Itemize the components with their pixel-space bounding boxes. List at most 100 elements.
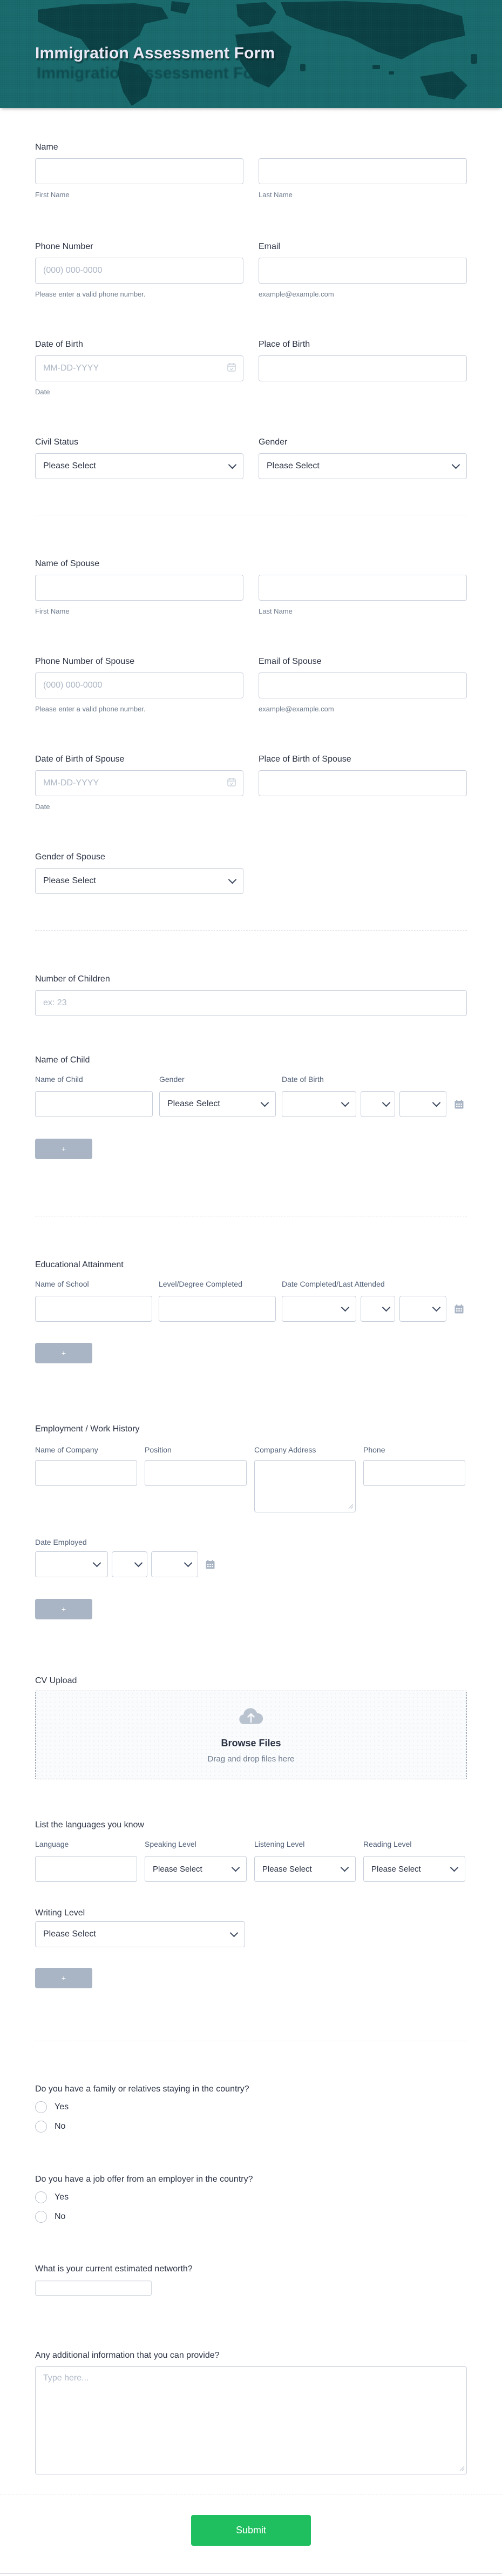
file-dropzone[interactable]: Browse Files Drag and drop files here xyxy=(35,1691,467,1779)
calendar-check-icon[interactable] xyxy=(226,362,237,375)
job-no-radio[interactable] xyxy=(35,2211,47,2223)
phone-input[interactable] xyxy=(35,258,243,284)
company-phone-input[interactable] xyxy=(363,1460,465,1486)
civil-status-value: Please Select xyxy=(43,461,96,470)
add-education-button[interactable]: + xyxy=(35,1343,92,1363)
spouse-first-name-input[interactable] xyxy=(35,575,243,601)
spouse-email-hint: example@example.com xyxy=(259,705,334,713)
header-title-ghost: Immigration Assessment Form xyxy=(37,64,274,82)
spouse-pob-input[interactable] xyxy=(259,770,467,796)
child-name-input[interactable] xyxy=(35,1091,153,1117)
family-no-radio[interactable] xyxy=(35,2121,47,2133)
submit-button[interactable]: Submit xyxy=(191,2515,311,2546)
drag-drop-label: Drag and drop files here xyxy=(207,1754,295,1764)
civil-status-label: Civil Status xyxy=(35,438,79,447)
chevron-down-icon xyxy=(260,1098,269,1107)
reading-level-select[interactable]: Please Select xyxy=(363,1856,465,1882)
chevron-down-icon xyxy=(92,1558,101,1568)
dob-input[interactable] xyxy=(35,355,243,381)
chevron-down-icon xyxy=(340,1863,349,1872)
education-date-year-select[interactable] xyxy=(399,1296,446,1322)
child-gender-select[interactable]: Please Select xyxy=(159,1091,276,1117)
spouse-last-name-input[interactable] xyxy=(259,575,467,601)
languages-table-row: Please Select Please Select Please Selec… xyxy=(35,1856,467,1882)
chevron-down-icon xyxy=(382,1098,391,1107)
spouse-phone-input[interactable] xyxy=(35,672,243,698)
question-employment: Employment / Work History Name of Compan… xyxy=(35,1424,467,1619)
chevron-down-icon xyxy=(184,1558,193,1568)
degree-input[interactable] xyxy=(159,1296,276,1322)
calendar-icon[interactable] xyxy=(205,1559,215,1570)
chevron-down-icon xyxy=(231,1863,240,1872)
spouse-phone-label: Phone Number of Spouse xyxy=(35,657,135,666)
add-child-button[interactable]: + xyxy=(35,1139,92,1159)
email-input[interactable] xyxy=(259,258,467,284)
children-count-label: Number of Children xyxy=(35,974,110,984)
listening-level-select[interactable]: Please Select xyxy=(254,1856,356,1882)
company-address-textarea[interactable] xyxy=(254,1460,356,1512)
job-yes-radio[interactable] xyxy=(35,2191,47,2203)
child-dob-month-select[interactable] xyxy=(282,1091,356,1117)
calendar-icon[interactable] xyxy=(454,1099,464,1109)
writing-level-value: Please Select xyxy=(43,1929,96,1939)
column-header: Phone xyxy=(363,1445,385,1454)
calendar-icon[interactable] xyxy=(454,1304,464,1314)
form-body: Name First Name Last Name Phone Number P… xyxy=(35,108,467,2477)
add-employment-button[interactable]: + xyxy=(35,1599,92,1619)
school-name-input[interactable] xyxy=(35,1296,152,1322)
calendar-check-icon[interactable] xyxy=(226,777,237,790)
employment-table-row xyxy=(35,1460,467,1515)
civil-status-select[interactable]: Please Select xyxy=(35,453,243,479)
chevron-down-icon xyxy=(432,1098,441,1107)
education-date-month-select[interactable] xyxy=(282,1296,356,1322)
column-header: Name of Company xyxy=(35,1445,98,1454)
cloud-upload-icon xyxy=(236,1707,266,1730)
additional-info-textarea[interactable] xyxy=(35,2366,467,2474)
gender-select[interactable]: Please Select xyxy=(259,453,467,479)
listening-level-value: Please Select xyxy=(262,1864,312,1874)
spouse-dob-input[interactable] xyxy=(35,770,243,796)
language-input[interactable] xyxy=(35,1856,137,1882)
chevron-down-icon xyxy=(228,460,237,469)
question-additional-info: Any additional information that you can … xyxy=(35,2350,467,2477)
position-input[interactable] xyxy=(145,1460,247,1486)
question-family: Do you have a family or relatives stayin… xyxy=(35,2084,467,2133)
education-date-day-select[interactable] xyxy=(361,1296,395,1322)
first-name-sublabel: First Name xyxy=(35,191,70,199)
question-spouse-gender: Gender of Spouse Please Select xyxy=(35,852,467,894)
question-job-offer: Do you have a job offer from an employer… xyxy=(35,2174,467,2223)
family-yes-radio[interactable] xyxy=(35,2101,47,2113)
phone-label: Phone Number xyxy=(35,242,93,251)
networth-input[interactable] xyxy=(35,2281,152,2296)
add-language-button[interactable]: + xyxy=(35,1968,92,1988)
form-header: Immigration Assessment Form Immigration … xyxy=(0,0,502,108)
date-employed-day-select[interactable] xyxy=(112,1551,147,1577)
speaking-level-value: Please Select xyxy=(153,1864,202,1874)
writing-level-select[interactable]: Please Select xyxy=(35,1921,245,1947)
reading-level-value: Please Select xyxy=(371,1864,421,1874)
chevron-down-icon xyxy=(228,875,237,884)
column-header: Language xyxy=(35,1840,69,1848)
date-employed-month-select[interactable] xyxy=(35,1551,108,1577)
child-dob-year-select[interactable] xyxy=(399,1091,446,1117)
spouse-gender-select[interactable]: Please Select xyxy=(35,868,243,894)
section-divider xyxy=(35,930,467,931)
last-name-input[interactable] xyxy=(259,158,467,184)
children-count-input[interactable] xyxy=(35,990,467,1016)
question-spouse-name: Name of Spouse First Name Last Name xyxy=(35,559,467,616)
radio-option-row: No xyxy=(35,2211,467,2223)
question-education: Educational Attainment Name of School Le… xyxy=(35,1260,467,1363)
column-header: Name of School xyxy=(35,1280,89,1288)
spouse-email-input[interactable] xyxy=(259,672,467,698)
question-phone-email: Phone Number Please enter a valid phone … xyxy=(35,241,467,299)
job-yes-label: Yes xyxy=(55,2192,69,2202)
child-dob-day-select[interactable] xyxy=(361,1091,395,1117)
speaking-level-select[interactable]: Please Select xyxy=(145,1856,247,1882)
question-cv-upload: CV Upload Browse Files Drag and drop fil… xyxy=(35,1676,467,1779)
spouse-first-name-sublabel: First Name xyxy=(35,607,70,615)
pob-input[interactable] xyxy=(259,355,467,381)
company-name-input[interactable] xyxy=(35,1460,137,1486)
date-employed-year-select[interactable] xyxy=(151,1551,198,1577)
first-name-input[interactable] xyxy=(35,158,243,184)
